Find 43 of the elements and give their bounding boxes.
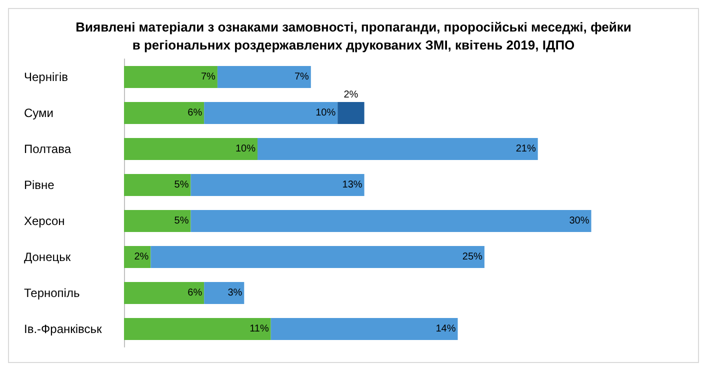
chart-title: Виявлені матеріали з ознаками замовності, пропаганди, проросійські меседжі, фейки в регіональних роздержавлених друкованих ЗМІ, квітень 2019, ІДПО: [76, 20, 632, 52]
data-label: 6%: [188, 288, 202, 298]
bar: [217, 66, 311, 88]
data-label: 11%: [250, 324, 269, 334]
bar: [190, 174, 364, 196]
bar: [124, 174, 191, 196]
y-tick-label: Полтава: [24, 142, 72, 156]
y-tick-label: Херсон: [24, 214, 65, 228]
bar: [124, 246, 151, 268]
data-label: 7%: [200, 72, 216, 82]
bar: [124, 210, 191, 232]
data-label: 13%: [342, 180, 362, 190]
data-label: 3%: [228, 288, 242, 298]
y-tick-label: Суми: [24, 106, 54, 120]
data-label: 5%: [174, 216, 189, 226]
bar: [338, 102, 364, 124]
bar: [124, 66, 218, 88]
y-tick-label: Тернопіль: [24, 286, 80, 300]
bar: [124, 282, 204, 304]
data-label: 30%: [569, 216, 590, 226]
bar: [204, 102, 338, 124]
bar: [124, 102, 204, 124]
data-label: 5%: [174, 180, 189, 190]
bar: [150, 246, 484, 268]
y-tick-label: Чернігів: [24, 70, 68, 84]
data-label: 21%: [516, 144, 536, 154]
data-label: 25%: [462, 252, 483, 262]
data-label: 2%: [134, 252, 149, 262]
bar: [204, 282, 244, 304]
data-label: 2%: [344, 90, 358, 100]
bar: [258, 138, 538, 160]
data-label: 10%: [316, 108, 336, 118]
y-tick-label: Донецьк: [24, 250, 72, 264]
data-label: 6%: [188, 108, 202, 118]
data-label: 14%: [436, 324, 456, 334]
data-label: 7%: [294, 72, 310, 82]
y-tick-label: Ів.-Франківськ: [24, 322, 103, 336]
bar: [190, 210, 592, 232]
y-tick-label: Рівне: [24, 178, 55, 192]
bar: [124, 318, 271, 340]
bar: [124, 138, 258, 160]
data-label: 10%: [235, 144, 256, 154]
bar: [270, 318, 458, 340]
